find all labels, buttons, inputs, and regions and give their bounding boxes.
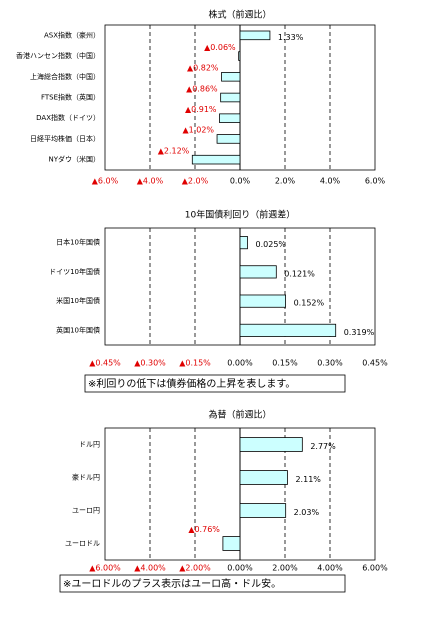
x-tick-label: 0.0% — [230, 177, 251, 186]
value-label: 0.121% — [284, 269, 315, 278]
x-tick-label: 2.00% — [272, 564, 298, 573]
bar — [220, 92, 241, 103]
x-tick-label: 0.15% — [272, 359, 298, 368]
bar — [238, 51, 241, 61]
value-label: ▲1.02% — [182, 126, 214, 135]
value-label: ▲0.91% — [185, 105, 217, 114]
category-label: 英国10年国債 — [56, 325, 100, 334]
x-tick-label: 0.00% — [227, 564, 253, 573]
chart-title: 10年国債利回り（前週差） — [185, 209, 295, 221]
value-label: 2.11% — [295, 475, 321, 484]
x-tick-label: 6.00% — [362, 564, 388, 573]
x-tick-label: ▲4.0% — [137, 177, 164, 186]
bar — [239, 323, 337, 337]
x-tick-label: ▲4.00% — [134, 564, 166, 573]
bar — [239, 503, 287, 518]
category-label: 米国10年国債 — [56, 296, 100, 305]
bar — [219, 113, 241, 123]
category-label: ドイツ10年国債 — [49, 267, 100, 276]
category-label: 豪ドル円 — [72, 473, 100, 482]
category-label: NYダウ（米国） — [48, 155, 100, 164]
category-label: 上海総合指数（中国） — [30, 72, 100, 81]
bar — [222, 536, 241, 551]
x-tick-label: 2.0% — [275, 177, 296, 186]
category-label: ユーロ円 — [72, 507, 100, 515]
chart-title: 為替（前週比） — [208, 409, 271, 421]
category-label: ASX指数（豪州） — [44, 30, 100, 39]
x-tick-label: ▲0.45% — [89, 359, 121, 368]
category-label: ユーロドル — [65, 540, 100, 548]
value-label: 0.025% — [256, 240, 287, 249]
x-tick-label: ▲0.30% — [134, 359, 166, 368]
value-label: 1.33% — [278, 33, 304, 42]
bar — [191, 154, 241, 165]
bar — [239, 437, 303, 452]
category-label: 日経平均株価（日本） — [30, 134, 100, 143]
x-tick-label: 0.30% — [317, 359, 343, 368]
value-label: ▲0.06% — [204, 43, 236, 52]
bar — [239, 236, 248, 250]
x-tick-label: 4.00% — [317, 564, 343, 573]
x-tick-label: ▲0.15% — [179, 359, 211, 368]
bar — [239, 30, 271, 41]
note: ※利回りの低下は債券価格の上昇を表します。 — [88, 377, 295, 390]
note-box — [59, 574, 346, 593]
category-label: 日本10年国債 — [56, 238, 100, 247]
bar — [239, 470, 288, 485]
x-tick-label: ▲6.00% — [89, 564, 121, 573]
value-label: ▲0.82% — [187, 64, 219, 73]
value-label: ▲0.76% — [188, 525, 220, 534]
category-label: DAX指数（ドイツ） — [36, 113, 100, 122]
note: ※ユーロドルのプラス表示はユーロ高・ドル安。 — [63, 577, 281, 590]
value-label: 0.319% — [344, 328, 375, 337]
category-label: FTSE指数（英国） — [41, 93, 100, 102]
category-label: ドル円 — [79, 441, 100, 449]
x-tick-label: 4.0% — [320, 177, 341, 186]
bar — [216, 134, 241, 144]
category-label: 香港ハンセン指数（中国） — [16, 51, 100, 60]
chart-title: 株式（前週比） — [208, 9, 271, 21]
x-tick-label: 0.45% — [362, 359, 388, 368]
value-label: 0.152% — [294, 299, 325, 308]
x-tick-label: ▲6.0% — [92, 177, 119, 186]
note-box — [84, 374, 346, 393]
value-label: 2.03% — [294, 508, 320, 517]
x-tick-label: 6.0% — [365, 177, 386, 186]
x-tick-label: ▲2.00% — [179, 564, 211, 573]
value-label: 2.77% — [310, 442, 336, 451]
bar — [239, 294, 286, 308]
x-tick-label: ▲2.0% — [182, 177, 209, 186]
x-tick-label: 0.00% — [227, 359, 253, 368]
value-label: ▲2.12% — [158, 146, 190, 155]
value-label: ▲0.86% — [186, 84, 218, 93]
bar — [221, 72, 241, 82]
bar — [239, 265, 277, 279]
